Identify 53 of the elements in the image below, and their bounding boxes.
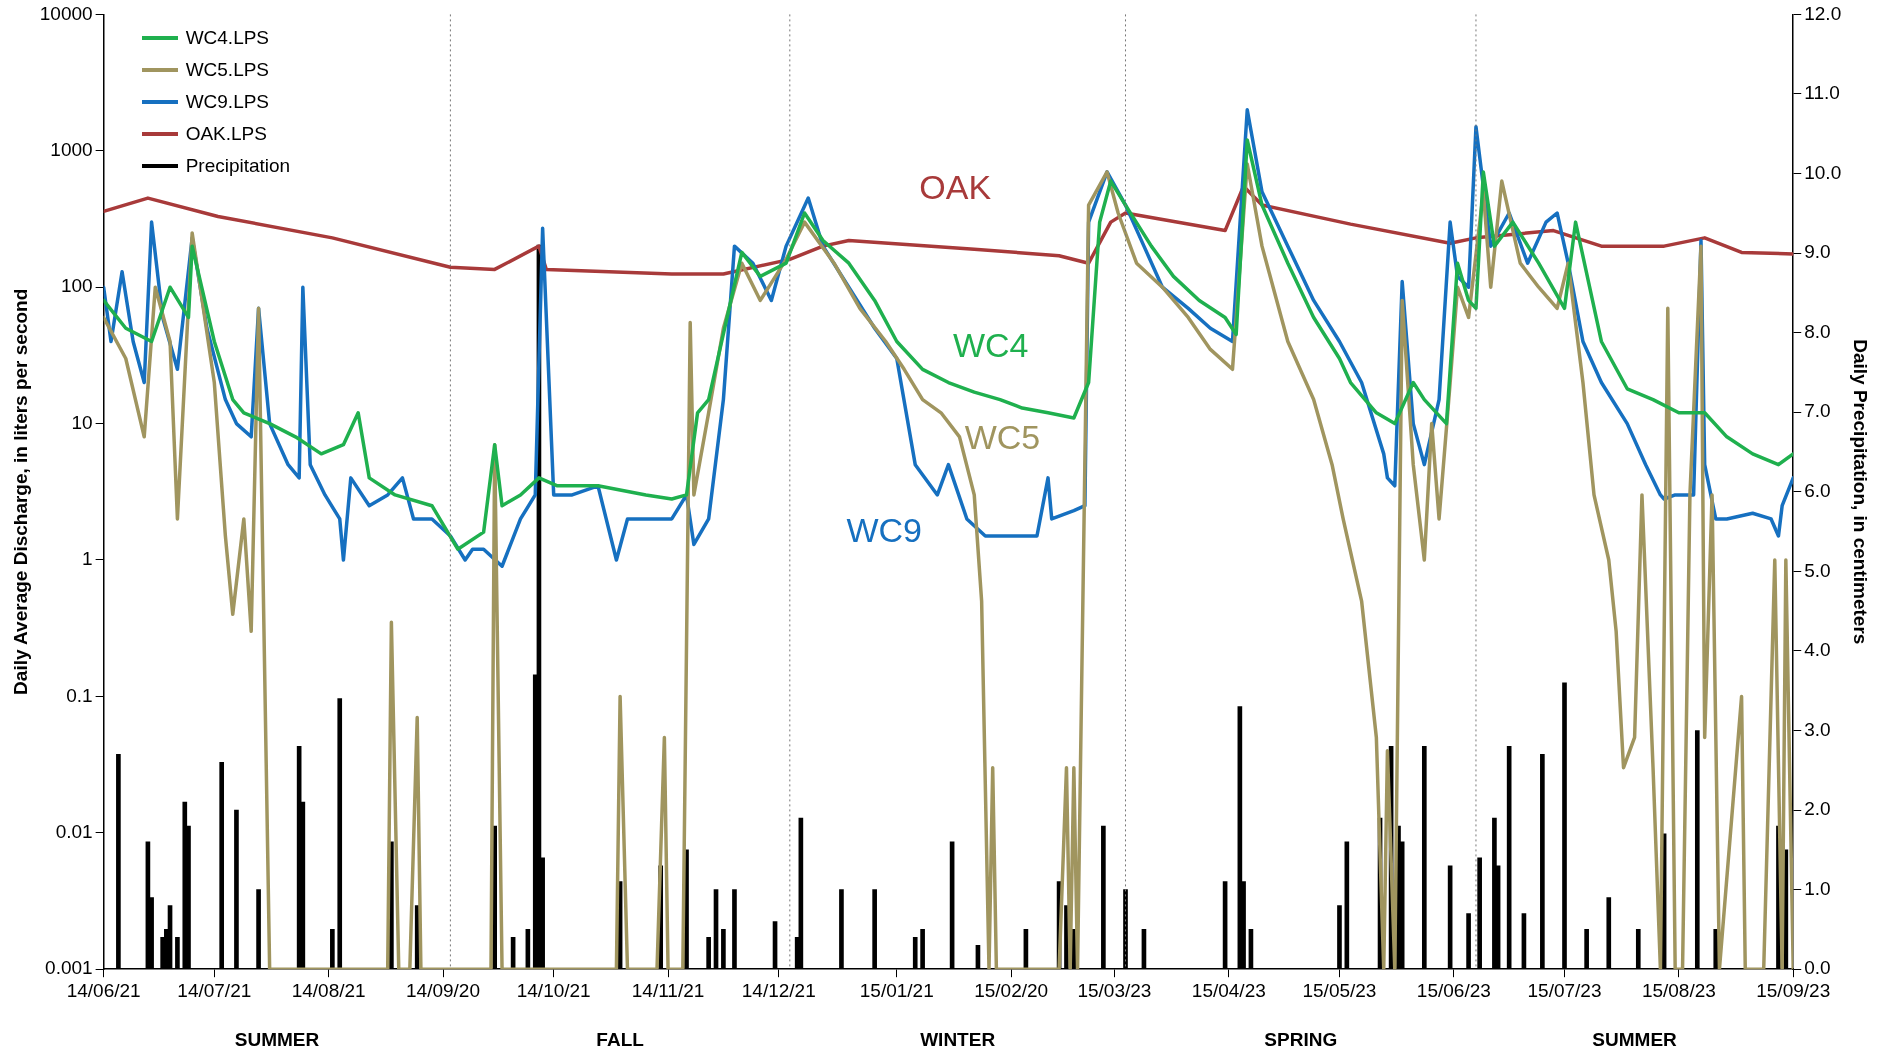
y2-tick-label: 0.0 [1804, 957, 1831, 979]
annotation: WC4 [952, 326, 1029, 364]
x-tick-label: 14/08/21 [291, 979, 366, 1001]
y-tick-label: 100 [60, 275, 93, 297]
x-tick-label: 15/09/23 [1756, 979, 1831, 1001]
x-tick-label: 15/02/20 [974, 979, 1049, 1001]
y-tick-label: 0.01 [55, 821, 93, 843]
y2-tick-label: 7.0 [1804, 400, 1831, 422]
y2-tick-label: 10.0 [1804, 161, 1842, 183]
y2-tick-label: 12.0 [1804, 2, 1842, 24]
legend-label: WC9.LPS [185, 91, 270, 114]
x-tick-label: 14/06/21 [66, 979, 141, 1001]
y-axis-title: Daily Average Discharge, in liters per second [9, 288, 31, 695]
y2-tick-label: 9.0 [1804, 241, 1831, 263]
y2-tick-label: 2.0 [1804, 798, 1831, 820]
x-tick-label: 15/03/23 [1077, 979, 1152, 1001]
y2-tick-label: 8.0 [1804, 320, 1831, 342]
y-tick-label: 1 [82, 548, 93, 570]
y2-tick-label: 5.0 [1804, 559, 1831, 581]
legend-label: WC5.LPS [185, 59, 270, 82]
y2-tick-label: 1.0 [1804, 877, 1831, 899]
y-tick-label: 0.001 [45, 957, 93, 979]
legend-label: WC4.LPS [185, 27, 270, 50]
y2-tick-label: 3.0 [1804, 718, 1831, 740]
y-tick-label: 10 [71, 411, 93, 433]
y2-tick-label: 11.0 [1804, 82, 1840, 104]
y-tick-label: 10000 [39, 2, 93, 24]
annotation: WC9 [846, 511, 922, 550]
text: WINTER [920, 1029, 996, 1046]
x-tick-label: 15/07/23 [1527, 979, 1602, 1001]
x-tick-label: 15/06/23 [1416, 979, 1491, 1001]
x-tick-label: 14/09/20 [406, 979, 481, 1001]
x-tick-label: 14/11/21 [631, 979, 705, 1001]
x-tick-label: 14/10/21 [516, 979, 591, 1001]
y2-tick-label: 4.0 [1804, 639, 1831, 661]
annotation: WC5 [964, 417, 1041, 456]
y2-axis-title: Daily Precipitation, in centimeters [1850, 339, 1872, 645]
x-tick-label: 15/01/21 [859, 979, 934, 1001]
legend-label: Precipitation [185, 155, 291, 178]
x-tick-label: 15/08/23 [1641, 979, 1716, 1001]
text: SUMMER [1592, 1029, 1678, 1046]
x-tick-label: 15/04/23 [1191, 979, 1266, 1001]
y-tick-label: 0.1 [66, 684, 93, 706]
text: FALL [596, 1029, 645, 1046]
y-tick-label: 1000 [50, 139, 93, 161]
x-tick-label: 14/07/21 [177, 979, 252, 1001]
x-tick-label: 15/05/23 [1302, 979, 1377, 1001]
text: SUMMER [234, 1029, 320, 1046]
text: SPRING [1264, 1029, 1338, 1046]
annotation: OAK [919, 168, 992, 207]
y2-tick-label: 6.0 [1804, 480, 1831, 502]
x-tick-label: 14/12/21 [741, 979, 816, 1001]
legend-label: OAK.LPS [185, 123, 267, 146]
